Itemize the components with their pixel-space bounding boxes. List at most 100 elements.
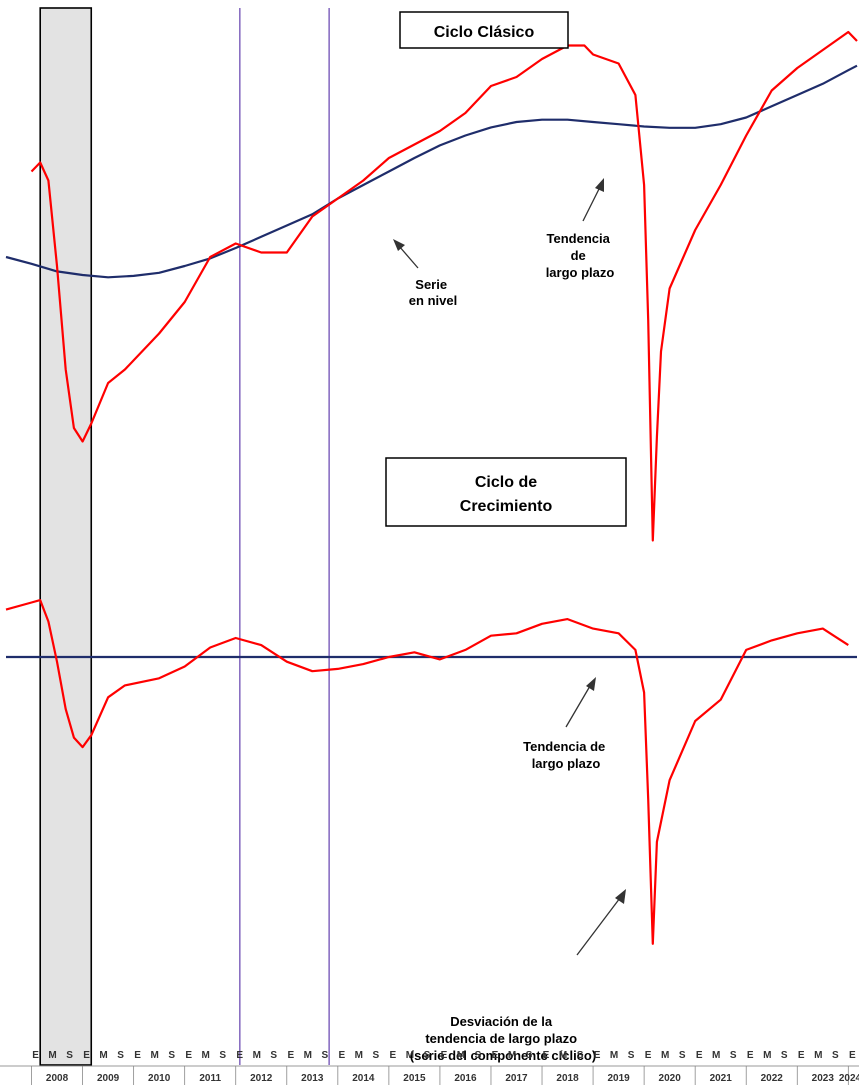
month-tick-label: S: [577, 1050, 584, 1061]
classic-cycle-title: Ciclo Clásico: [399, 11, 569, 49]
month-tick-label: S: [679, 1050, 686, 1061]
month-tick-label: M: [763, 1050, 771, 1061]
month-tick-label: E: [594, 1050, 601, 1061]
year-tick-label: 2012: [250, 1073, 273, 1084]
month-tick-label: S: [526, 1050, 533, 1061]
month-tick-label: M: [253, 1050, 261, 1061]
month-tick-label: E: [83, 1050, 90, 1061]
year-tick-label: 2020: [659, 1073, 682, 1084]
year-tick-label: 2019: [607, 1073, 630, 1084]
arrow-line: [576, 897, 621, 956]
month-tick-label: M: [406, 1050, 414, 1061]
background-layer: [39, 7, 330, 1066]
arrow-head: [586, 677, 596, 691]
annotation-desviacion: Desviación de la tendencia de largo plaz…: [410, 889, 626, 1063]
year-tick-label: 2021: [710, 1073, 733, 1084]
growth-title-line-2: Crecimiento: [460, 498, 553, 515]
month-tick-label: E: [338, 1050, 345, 1061]
annotation-tendencia-line-1: Tendencia: [547, 231, 611, 246]
series-layer: [5, 30, 858, 945]
arrow-line: [582, 186, 601, 222]
classic-cycle-title-text: Ciclo Clásico: [434, 24, 535, 41]
month-tick-label: S: [475, 1050, 482, 1061]
growth-series-line-red: [5, 599, 849, 945]
month-tick-label: M: [457, 1050, 465, 1061]
year-tick-label: 2017: [505, 1073, 528, 1084]
annotation-tendencia-line-3: largo plazo: [546, 265, 615, 280]
month-tick-label: S: [321, 1050, 328, 1061]
year-tick-label: 2022: [761, 1073, 784, 1084]
annotation-serie-line-1: Serie: [415, 277, 447, 292]
month-tick-label: M: [150, 1050, 158, 1061]
year-tick-label: 2009: [97, 1073, 120, 1084]
month-tick-label: M: [712, 1050, 720, 1061]
annotation-tendencia-bottom-line-1: Tendencia de: [523, 739, 605, 754]
month-tick-label: E: [134, 1050, 141, 1061]
annotation-desviacion-line-2: tendencia de largo plazo: [425, 1031, 577, 1046]
growth-cycle-title: Ciclo de Crecimiento: [385, 457, 627, 527]
month-tick-label: M: [814, 1050, 822, 1061]
month-tick-label: S: [66, 1050, 73, 1061]
month-tick-label: E: [390, 1050, 397, 1061]
annotation-tendencia-bottom-line-2: largo plazo: [532, 756, 601, 771]
month-tick-label: M: [355, 1050, 363, 1061]
month-tick-label: M: [508, 1050, 516, 1061]
month-tick-label: S: [373, 1050, 380, 1061]
month-tick-label: S: [168, 1050, 175, 1061]
year-tick-label: 2024: [839, 1073, 859, 1084]
month-tick-label: E: [645, 1050, 652, 1061]
arrow-line: [398, 245, 419, 269]
arrow-head: [615, 889, 626, 904]
month-tick-label: S: [628, 1050, 635, 1061]
annotation-serie-en-nivel: Serie en nivel: [393, 239, 457, 308]
annotation-tendencia-line-2: de: [571, 248, 586, 263]
annotation-desviacion-line-3: (serie del componente cíclico): [410, 1048, 596, 1063]
month-tick-label: S: [424, 1050, 431, 1061]
classic-cycle-title-box: [399, 11, 569, 49]
growth-title-line-1: Ciclo de: [475, 474, 537, 491]
month-tick-label: E: [32, 1050, 39, 1061]
annotation-tendencia-top: Tendencia de largo plazo: [546, 178, 615, 280]
growth-cycle-title-box: [385, 457, 627, 527]
year-tick-label: 2014: [352, 1073, 375, 1084]
year-tick-label: 2018: [556, 1073, 579, 1084]
svg-text:Desviación de la tendenc: Desviación de la tendencia de largo plaz…: [410, 1014, 596, 1063]
month-tick-label: M: [99, 1050, 107, 1061]
month-tick-label: E: [849, 1050, 856, 1061]
year-tick-label: 2015: [403, 1073, 426, 1084]
month-tick-label: E: [441, 1050, 448, 1061]
month-tick-label: M: [48, 1050, 56, 1061]
month-tick-label: S: [730, 1050, 737, 1061]
svg-text:Serie en nivel: Serie en nivel: [409, 277, 457, 308]
classic-series-line-red: [30, 30, 858, 542]
month-tick-label: E: [696, 1050, 703, 1061]
arrow-head: [595, 178, 604, 192]
month-tick-label: S: [832, 1050, 839, 1061]
month-tick-label: E: [798, 1050, 805, 1061]
year-tick-label: 2013: [301, 1073, 324, 1084]
svg-text:Tendencia de largo plazo: Tendencia de largo plazo: [523, 739, 609, 771]
recession-shading: [39, 7, 93, 1066]
year-tick-label: 2016: [454, 1073, 477, 1084]
month-tick-label: M: [610, 1050, 618, 1061]
annotation-tendencia-bottom: Tendencia de largo plazo: [523, 677, 609, 771]
month-tick-label: E: [747, 1050, 754, 1061]
year-tick-label: 2023: [812, 1073, 835, 1084]
year-tick-label: 2008: [46, 1073, 69, 1084]
month-tick-label: S: [270, 1050, 277, 1061]
svg-text:Tendencia de largo: Tendencia de largo plazo: [546, 231, 615, 280]
month-tick-label: M: [661, 1050, 669, 1061]
month-tick-label: S: [781, 1050, 788, 1061]
month-tick-label: M: [559, 1050, 567, 1061]
annotation-desviacion-line-1: Desviación de la: [450, 1014, 553, 1029]
month-tick-label: E: [543, 1050, 550, 1061]
month-tick-label: S: [219, 1050, 226, 1061]
classic-trend-line: [5, 64, 858, 279]
month-tick-label: M: [304, 1050, 312, 1061]
month-tick-label: M: [202, 1050, 210, 1061]
arrow-head: [393, 239, 405, 251]
year-tick-label: 2011: [199, 1073, 221, 1084]
year-tick-label: 2010: [148, 1073, 171, 1084]
